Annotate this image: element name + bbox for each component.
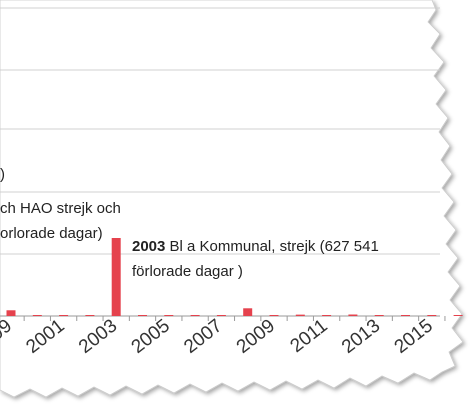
annotation-2003-text: Bl a Kommunal, strejk (627 541 [165,238,378,255]
bars [6,238,463,316]
bar-2000 [32,315,42,316]
bar-2006 [190,315,200,316]
bar-2014 [401,315,410,316]
bar-1999 [6,310,16,316]
bar-2010 [295,314,305,316]
bar-2001 [59,315,69,316]
bar-2009 [269,315,279,316]
annotation-2003-line: 2003 Bl a Kommunal, strejk (627 541 [132,238,379,255]
bar-2011 [322,315,332,316]
annotation-hao-line: ch HAO strejk och [0,200,121,217]
bar-2012 [348,314,358,316]
bar-2005 [164,315,174,316]
annotations: ) ch HAO strejk och orlorade dagar) 2003 Bl… [0,166,379,280]
annotation-2003-line: förlorade dagar ) [132,263,243,280]
bar-2016 [453,315,463,316]
torn-paper [0,0,464,398]
gridlines [0,7,440,255]
annotation-hao-line: orlorade dagar) [0,225,103,242]
bar-2008 [243,308,253,316]
bar-2004 [138,315,147,316]
bar-2002 [85,315,95,316]
bar-2013 [374,315,384,316]
bar-2007 [216,315,226,316]
bar-2003 [111,238,121,316]
annotation-fragment: ) [0,166,5,183]
annotation-2003-year: 2003 [132,238,165,255]
bar-2015 [427,315,437,316]
